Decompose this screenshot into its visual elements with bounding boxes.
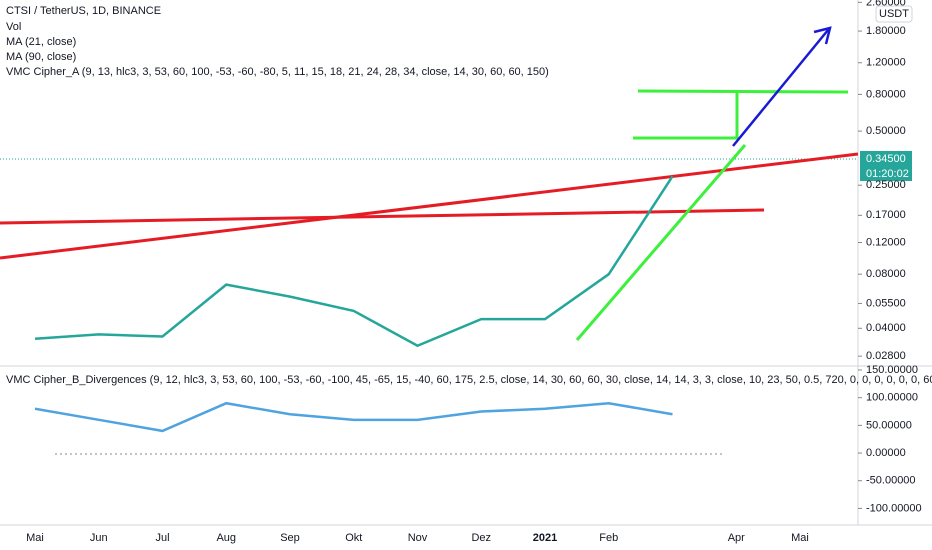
y-tick-label: 150.00000 bbox=[866, 364, 918, 376]
y-tick-label: 0.80000 bbox=[866, 88, 906, 100]
indicator-label: MA (21, close) bbox=[6, 36, 76, 48]
countdown-badge bbox=[860, 167, 912, 181]
x-tick-label: Dez bbox=[471, 532, 491, 544]
x-tick-label: Sep bbox=[280, 532, 300, 544]
x-tick-label: Nov bbox=[408, 532, 428, 544]
series-line bbox=[34, 175, 674, 348]
x-tick-label: 2021 bbox=[533, 532, 557, 544]
y-tick-label: 1.20000 bbox=[866, 57, 906, 69]
x-tick-label: Feb bbox=[599, 532, 618, 544]
trend-line bbox=[575, 144, 747, 341]
indicator-label: Vol bbox=[6, 21, 21, 33]
y-tick-label: -50.00000 bbox=[866, 475, 916, 487]
y-tick-label: 100.00000 bbox=[866, 392, 918, 404]
chart-title: CTSI / TetherUS, 1D, BINANCE bbox=[6, 5, 161, 17]
x-tick-label: Apr bbox=[728, 532, 745, 544]
x-tick-label: Jul bbox=[155, 532, 169, 544]
y-tick-label: 0.08000 bbox=[866, 268, 906, 280]
series-line bbox=[34, 401, 673, 433]
y-tick-label: 2.60000 bbox=[866, 0, 906, 8]
currency-button[interactable] bbox=[875, 5, 913, 23]
y-tick-label: 0.12000 bbox=[866, 236, 906, 248]
arrow bbox=[732, 29, 829, 147]
indicator-label: VMC Cipher_A (9, 13, hlc3, 3, 53, 60, 10… bbox=[6, 66, 549, 78]
x-tick-label: Okt bbox=[345, 532, 362, 544]
y-tick-label: -100.00000 bbox=[866, 502, 922, 514]
price-label: 0.34500 bbox=[866, 153, 906, 165]
y-tick-label: 0.04000 bbox=[866, 322, 906, 334]
x-tick-label: Aug bbox=[216, 532, 236, 544]
y-tick-label: 0.25000 bbox=[866, 179, 906, 191]
target-line bbox=[637, 89, 849, 94]
y-tick-label: 0.00000 bbox=[866, 447, 906, 459]
y-tick-label: 1.80000 bbox=[866, 25, 906, 37]
y-tick-label: 0.05500 bbox=[866, 297, 906, 309]
y-tick-label: 0.02800 bbox=[866, 350, 906, 362]
panel-title: VMC Cipher_B_Divergences (9, 12, hlc3, 3… bbox=[6, 374, 932, 386]
x-tick-label: Jun bbox=[90, 532, 108, 544]
indicator-label: MA (90, close) bbox=[6, 51, 76, 63]
arrow-head bbox=[813, 26, 832, 45]
currency-label[interactable]: USDT bbox=[879, 8, 909, 20]
countdown-label: 01:20:02 bbox=[866, 168, 909, 180]
price-badge bbox=[860, 151, 912, 167]
x-tick-label: Mai bbox=[26, 532, 44, 544]
trend-line bbox=[0, 152, 859, 260]
trend-line bbox=[0, 208, 765, 225]
x-tick-label: Mai bbox=[791, 532, 809, 544]
y-tick-label: 50.00000 bbox=[866, 419, 912, 431]
y-tick-label: 0.50000 bbox=[866, 125, 906, 137]
y-tick-label: 0.17000 bbox=[866, 209, 906, 221]
